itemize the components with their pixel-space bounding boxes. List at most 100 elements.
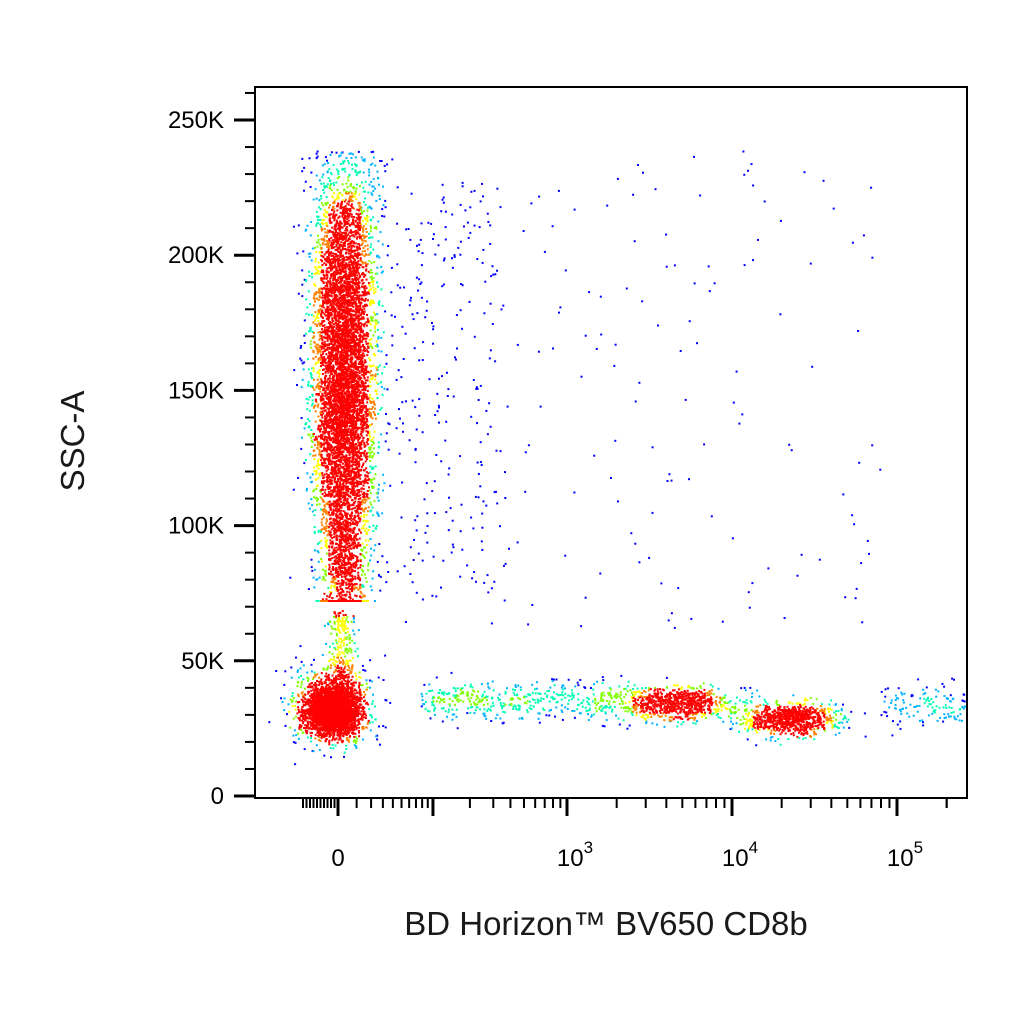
event-dot: [323, 163, 326, 166]
event-dot: [314, 737, 317, 740]
event-dot: [817, 712, 820, 715]
event-dot: [317, 428, 320, 431]
event-dot: [803, 732, 806, 735]
event-dot: [371, 236, 374, 239]
event-dot: [353, 502, 356, 504]
event-dot: [324, 370, 327, 373]
event-dot: [441, 691, 444, 694]
event-dot: [444, 226, 447, 229]
event-dot: [324, 740, 327, 742]
event-dot: [321, 325, 324, 327]
event-dot: [321, 320, 324, 323]
event-dot: [318, 345, 321, 348]
event-dot: [746, 738, 749, 741]
event-dot: [324, 202, 327, 205]
event-dot: [676, 691, 679, 694]
event-dot: [653, 713, 656, 716]
event-dot: [355, 586, 358, 589]
event-dot: [318, 450, 321, 453]
event-dot: [475, 580, 477, 583]
event-dot: [315, 438, 318, 441]
event-dot: [619, 691, 622, 694]
event-dot: [363, 716, 365, 719]
event-dot: [618, 703, 621, 705]
event-dot: [358, 202, 361, 205]
event-dot: [499, 525, 501, 528]
event-dot: [471, 686, 474, 689]
event-dot: [332, 512, 335, 515]
event-dot: [754, 711, 756, 714]
event-dot: [816, 717, 819, 720]
event-dot: [381, 393, 384, 396]
event-dot: [324, 263, 327, 266]
event-dot: [469, 683, 472, 686]
event-dot: [357, 260, 360, 263]
event-dot: [335, 229, 337, 232]
event-dot: [376, 496, 379, 499]
event-dot: [310, 346, 313, 349]
event-dot: [586, 709, 589, 712]
event-dot: [291, 695, 294, 697]
event-dot: [590, 715, 593, 718]
event-dot: [329, 514, 332, 517]
event-dot: [310, 737, 312, 740]
event-dot: [553, 697, 556, 700]
event-dot: [377, 321, 380, 324]
event-dot: [352, 583, 354, 586]
event-dot: [470, 190, 473, 193]
event-dot: [313, 315, 315, 318]
event-dot: [372, 281, 375, 283]
event-dot: [354, 562, 357, 565]
event-dot: [823, 728, 825, 730]
event-dot: [315, 222, 318, 225]
event-dot: [551, 696, 554, 699]
event-dot: [356, 208, 359, 211]
event-dot: [373, 549, 376, 552]
event-dot: [454, 356, 456, 359]
event-dot: [369, 365, 372, 368]
event-dot: [325, 476, 328, 479]
event-dot: [446, 395, 449, 397]
event-dot: [752, 716, 755, 719]
event-dot: [342, 199, 344, 202]
event-dot: [758, 728, 761, 731]
event-dot: [352, 257, 355, 259]
event-dot: [810, 728, 813, 731]
event-dot: [949, 694, 952, 697]
event-dot: [308, 270, 310, 273]
event-dot: [366, 482, 369, 485]
event-dot: [313, 438, 316, 441]
event-dot: [332, 212, 335, 215]
event-dot: [351, 657, 354, 660]
event-dot: [673, 693, 676, 696]
event-dot: [632, 691, 635, 694]
event-dot: [764, 724, 767, 727]
event-dot: [933, 711, 936, 714]
event-dot: [323, 592, 326, 595]
event-dot: [368, 183, 371, 186]
event-dot: [751, 692, 754, 695]
event-dot: [394, 315, 396, 318]
event-dot: [729, 710, 732, 713]
event-dot: [606, 705, 609, 708]
event-dot: [417, 552, 420, 555]
event-dot: [316, 313, 319, 315]
event-dot: [355, 745, 357, 748]
event-dot: [438, 701, 441, 704]
event-dot: [353, 216, 355, 218]
event-dot: [411, 399, 414, 402]
event-dot: [823, 709, 826, 712]
event-dot: [365, 479, 368, 482]
event-dot: [305, 423, 308, 425]
event-dot: [307, 426, 310, 429]
event-dot: [717, 713, 719, 715]
event-dot: [488, 357, 491, 360]
event-dot: [769, 739, 772, 742]
event-dot: [311, 677, 314, 680]
event-dot: [902, 707, 905, 710]
event-dot: [374, 705, 377, 708]
event-dot: [319, 218, 322, 221]
event-dot: [444, 238, 447, 241]
event-dot: [456, 687, 459, 690]
event-dot: [821, 724, 824, 727]
